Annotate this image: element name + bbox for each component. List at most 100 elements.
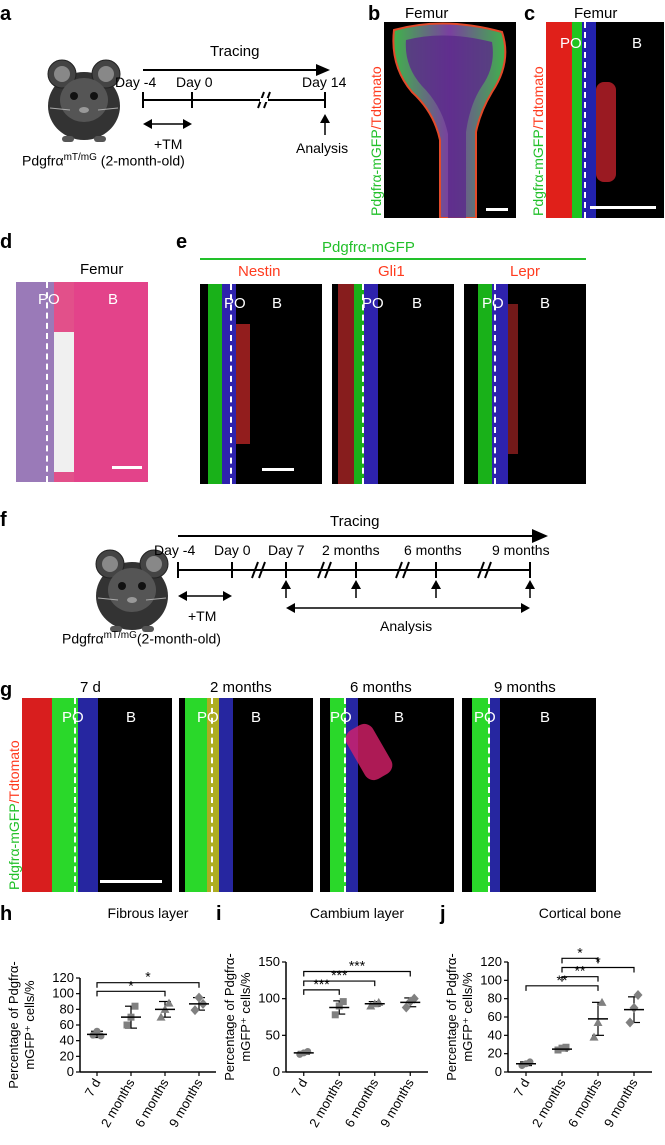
label-po-e-0: PO xyxy=(224,295,246,312)
label-b-e-0: B xyxy=(272,295,283,312)
panel-b-side-label: Pdgfrα-mGFP/Tdtomato xyxy=(368,66,384,216)
micrograph-c: PO B xyxy=(546,22,664,218)
mouse-icon-f xyxy=(95,549,169,632)
panel-d-title: Femur xyxy=(80,261,124,278)
x-tick-label-3: 9 months xyxy=(377,1076,417,1130)
y-tick-label-2: 100 xyxy=(258,991,280,1006)
label-po-g-0: PO xyxy=(62,709,84,726)
sig-label-0: *** xyxy=(313,976,330,992)
point-1-2 xyxy=(562,1043,570,1051)
y-tick-label-2: 40 xyxy=(60,1033,74,1048)
time-g-0: 7 d xyxy=(80,679,101,696)
tm-label-f: +TM xyxy=(188,608,217,624)
point-2-0 xyxy=(589,1032,599,1041)
y-tick-label-1: 20 xyxy=(60,1048,74,1063)
label-b-g-0: B xyxy=(126,709,137,726)
y-axis-label-line1: Percentage of Pdgfrα- xyxy=(444,953,459,1080)
y-axis-label-line1: Percentage of Pdgfrα- xyxy=(222,953,237,1080)
micrograph-b xyxy=(384,22,516,218)
sig-label-3: * xyxy=(577,944,583,960)
time-g-3: 9 months xyxy=(494,679,556,696)
panel-label-i: i xyxy=(216,903,222,925)
panel-label-g: g xyxy=(0,679,13,701)
mouse-label-a-main: Pdgfrα xyxy=(22,152,64,169)
micrograph-e-nestin: PO B xyxy=(200,284,322,484)
y-axis-label-line2: mGFP⁺ cells/% xyxy=(460,972,475,1062)
point-0-2 xyxy=(304,1047,312,1055)
label-b-g-3: B xyxy=(540,709,551,726)
timepoint-f-1: Day 0 xyxy=(214,542,251,558)
micrograph-g-7d: PO B xyxy=(22,698,172,892)
point-2-2 xyxy=(597,997,607,1006)
x-tick-label-0: 7 d xyxy=(288,1076,310,1099)
label-b-g-1: B xyxy=(251,709,262,726)
panel-label-h: h xyxy=(0,903,13,925)
label-po-g-1: PO xyxy=(197,709,219,726)
sig-bracket-3 xyxy=(561,957,599,964)
point-3-1 xyxy=(194,992,204,1003)
y-tick-label-3: 60 xyxy=(60,1017,74,1032)
x-tick-label-1: 2 months xyxy=(306,1076,346,1130)
label-po-g-2: PO xyxy=(330,709,352,726)
label-po-g-3: PO xyxy=(474,709,496,726)
sig-label-1: *** xyxy=(331,967,348,983)
sig-bracket-2 xyxy=(561,966,635,973)
analysis-label-f: Analysis xyxy=(380,618,433,634)
panel-g-side-red: Tdtomato xyxy=(6,740,22,800)
tracing-label-a: Tracing xyxy=(210,43,260,60)
panel-label-b: b xyxy=(368,3,381,25)
sig-label-0: * xyxy=(128,977,134,993)
micrograph-g-2m: PO B xyxy=(179,698,313,892)
y-tick-label-5: 100 xyxy=(480,972,502,987)
panel-b-side-red: Tdtomato xyxy=(368,66,384,126)
sig-bracket-1 xyxy=(303,980,376,987)
point-3-0 xyxy=(625,1017,635,1028)
panel-g-side-sep: / xyxy=(6,799,22,804)
label-po-e-1: PO xyxy=(362,295,384,312)
x-tick-label-2: 6 months xyxy=(342,1076,382,1130)
panel-label-e: e xyxy=(176,231,188,253)
mouse-label-f-age: (2-month-old) xyxy=(136,630,221,647)
point-3-1 xyxy=(629,1002,639,1013)
scale-bar-c xyxy=(590,206,656,209)
micrograph-e-lepr: PO B xyxy=(464,284,586,484)
analysis-label-a: Analysis xyxy=(296,140,349,156)
y-tick-label-2: 40 xyxy=(488,1027,502,1042)
panel-g-side-green: Pdgfrα-mGFP xyxy=(6,803,22,890)
micrograph-g-6m: PO B xyxy=(320,698,454,892)
point-1-1 xyxy=(335,1002,343,1010)
point-1-2 xyxy=(131,1002,139,1010)
x-tick-label-2: 6 months xyxy=(565,1076,605,1130)
time-g-1: 2 months xyxy=(210,679,272,696)
x-tick-label-1: 2 months xyxy=(529,1076,569,1130)
panel-b-side-green: Pdgfrα-mGFP xyxy=(368,129,384,216)
y-tick-label-6: 120 xyxy=(480,954,502,969)
point-2-1 xyxy=(593,1018,603,1026)
label-b-c: B xyxy=(632,35,643,52)
sig-bracket-1 xyxy=(561,976,599,982)
sig-bracket-0 xyxy=(303,989,340,995)
panel-f-diagram xyxy=(95,529,548,632)
panel-e-marker-1: Gli1 xyxy=(378,263,405,280)
scale-bar-b xyxy=(486,208,508,211)
y-axis-label-line1: Percentage of Pdgfrα- xyxy=(6,961,21,1088)
chart-h: Fibrous layer Percentage of Pdgfrα-mGFP⁺ … xyxy=(6,905,216,1130)
panel-a-diagram xyxy=(47,59,330,142)
sig-label-2: *** xyxy=(349,958,366,974)
panel-c-title: Femur xyxy=(574,5,618,22)
chart-title: Cortical bone xyxy=(539,905,622,921)
point-3-2 xyxy=(409,993,419,1004)
point-2-2 xyxy=(164,998,174,1007)
point-3-2 xyxy=(633,990,643,1000)
y-axis-label-line2: mGFP⁺ cells/% xyxy=(238,972,253,1062)
label-po-c: PO xyxy=(560,35,582,52)
panel-c-side-red: Tdtomato xyxy=(530,66,546,126)
femur-image xyxy=(392,22,507,218)
y-tick-label-0: 0 xyxy=(273,1064,280,1079)
sig-bracket-0 xyxy=(96,990,166,997)
chart-i: Cambium layer Percentage of Pdgfrα-mGFP⁺ … xyxy=(222,905,428,1130)
y-tick-label-1: 20 xyxy=(488,1046,502,1061)
y-tick-label-0: 0 xyxy=(67,1064,74,1079)
point-2-0 xyxy=(366,1001,376,1010)
y-tick-label-0: 0 xyxy=(495,1064,502,1079)
